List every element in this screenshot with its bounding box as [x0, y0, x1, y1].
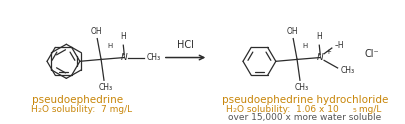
Text: 5: 5 [351, 108, 355, 113]
Text: H: H [302, 43, 307, 49]
Text: O solubility:  7 mg/L: O solubility: 7 mg/L [42, 105, 132, 114]
Text: pseudoephedrine: pseudoephedrine [32, 95, 123, 105]
Text: H: H [224, 105, 231, 114]
Text: CH₃: CH₃ [146, 53, 160, 62]
Text: CH₃: CH₃ [98, 83, 113, 92]
Text: OH: OH [90, 27, 102, 36]
Text: N: N [316, 53, 323, 62]
Text: mg/L: mg/L [355, 105, 380, 114]
Text: O solubility:  1.06 x 10: O solubility: 1.06 x 10 [237, 105, 338, 114]
Text: CH₃: CH₃ [340, 66, 354, 75]
Text: 2: 2 [232, 108, 236, 113]
Text: OH: OH [286, 27, 297, 36]
Text: 2: 2 [37, 108, 41, 113]
Text: –H: –H [334, 41, 343, 50]
Text: over 15,000 x more water soluble: over 15,000 x more water soluble [228, 113, 380, 122]
Text: HCl: HCl [177, 40, 194, 50]
Text: +: + [324, 49, 330, 55]
Text: H: H [30, 105, 36, 114]
Text: Cl⁻: Cl⁻ [364, 49, 378, 59]
Text: H: H [315, 32, 321, 41]
Text: CH₃: CH₃ [294, 83, 308, 92]
Text: N: N [121, 53, 127, 62]
Text: H: H [120, 32, 126, 41]
Text: pseudoephedrine hydrochloride: pseudoephedrine hydrochloride [221, 95, 387, 105]
Text: H: H [107, 43, 112, 49]
